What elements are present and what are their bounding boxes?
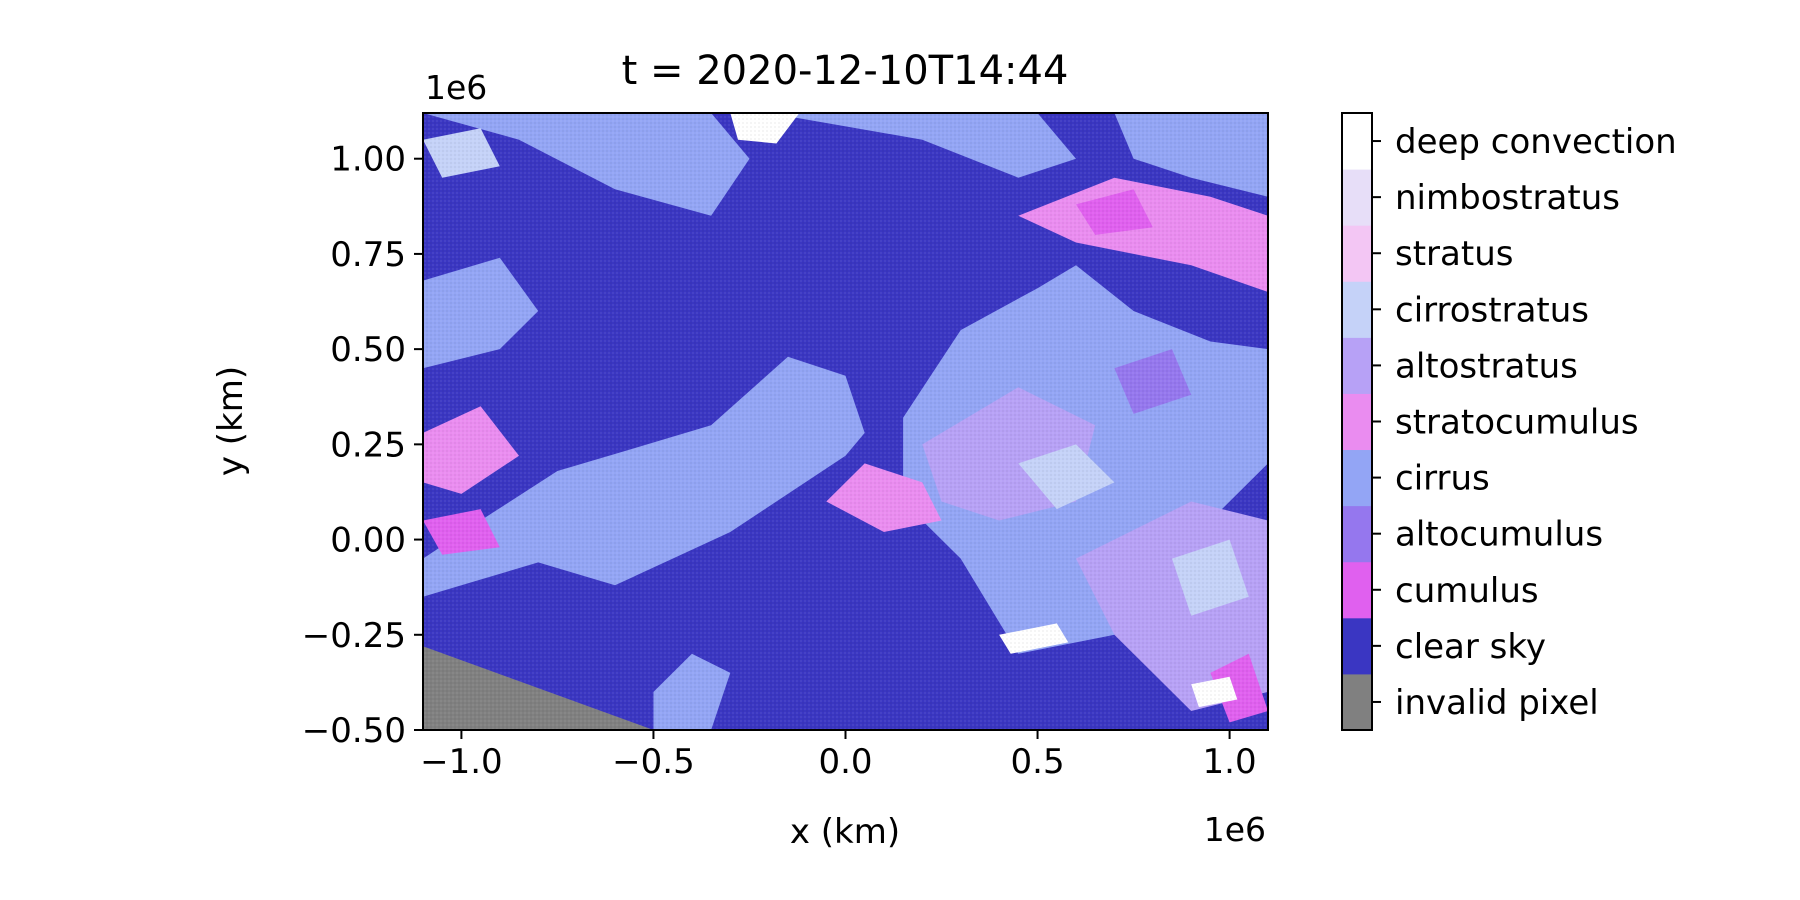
colorbar-label: stratus <box>1395 234 1513 274</box>
y-tick-label: 0.00 <box>330 521 406 561</box>
colorbar-label: clear sky <box>1395 627 1546 667</box>
chart-title: t = 2020-12-10T14:44 <box>622 48 1069 94</box>
y-tick-label: −0.50 <box>302 711 406 751</box>
colorbar-swatch <box>1342 281 1372 338</box>
pixel-texture <box>423 113 1268 730</box>
colorbar-swatch <box>1342 449 1372 507</box>
y-tick-label: 0.75 <box>330 235 406 275</box>
y-tick-label: 0.25 <box>330 425 406 465</box>
plot-area <box>423 113 1268 730</box>
colorbar-label: deep convection <box>1395 122 1677 162</box>
y-offset-label: 1e6 <box>425 68 487 107</box>
colorbar-label: altostratus <box>1395 346 1578 386</box>
colorbar-swatch <box>1342 113 1372 170</box>
y-tick-label: 1.00 <box>330 140 406 180</box>
colorbar-swatch <box>1342 561 1372 619</box>
y-axis: −0.50 −0.25 0.00 0.25 0.50 0.75 1.00 <box>302 140 423 751</box>
x-axis: −1.0 −0.5 0.0 0.5 1.0 <box>420 730 1257 782</box>
colorbar-swatch <box>1342 505 1372 563</box>
y-tick-label: −0.25 <box>302 616 406 656</box>
colorbar-label: cirrostratus <box>1395 290 1589 330</box>
colorbar: invalid pixel clear sky cumulus altocumulus… <box>1341 112 1677 731</box>
x-tick-label: −1.0 <box>420 742 503 782</box>
x-axis-label: x (km) <box>790 812 900 852</box>
x-offset-label: 1e6 <box>1204 810 1266 849</box>
colorbar-swatch <box>1342 169 1372 226</box>
colorbar-label: invalid pixel <box>1395 683 1599 723</box>
x-tick-label: 0.0 <box>818 742 872 782</box>
colorbar-label: cirrus <box>1395 459 1490 499</box>
colorbar-swatch <box>1342 617 1372 675</box>
colorbar-swatch <box>1342 673 1372 731</box>
colorbar-label: cumulus <box>1395 571 1539 611</box>
x-tick-label: 1.0 <box>1203 742 1257 782</box>
colorbar-swatch <box>1342 225 1372 282</box>
colorbar-swatch <box>1342 393 1372 451</box>
x-tick-label: 0.5 <box>1011 742 1065 782</box>
x-tick-label: −0.5 <box>612 742 695 782</box>
colorbar-label: stratocumulus <box>1395 403 1639 443</box>
y-tick-label: 0.50 <box>330 330 406 370</box>
y-axis-label: y (km) <box>211 366 251 476</box>
colorbar-label: altocumulus <box>1395 515 1603 555</box>
colorbar-swatch <box>1342 337 1372 394</box>
colorbar-label: nimbostratus <box>1395 178 1620 218</box>
